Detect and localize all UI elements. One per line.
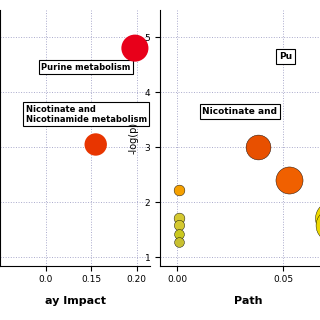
Text: Nicotinate and
Nicotinamide metabolism: Nicotinate and Nicotinamide metabolism	[26, 105, 147, 124]
Text: Pu: Pu	[279, 52, 292, 61]
Point	[287, 178, 292, 183]
Y-axis label: -log(p): -log(p)	[129, 122, 139, 154]
Point	[177, 239, 182, 244]
Point	[132, 45, 138, 51]
Point	[177, 232, 182, 237]
Point	[93, 142, 98, 147]
Text: Purine metabolism: Purine metabolism	[41, 63, 130, 72]
Point	[177, 188, 182, 193]
Text: Path: Path	[234, 296, 262, 306]
Text: Nicotinate and: Nicotinate and	[203, 107, 277, 116]
Point	[177, 223, 182, 228]
Point	[177, 215, 182, 220]
Point	[255, 145, 260, 150]
Text: ay Impact: ay Impact	[45, 296, 106, 306]
